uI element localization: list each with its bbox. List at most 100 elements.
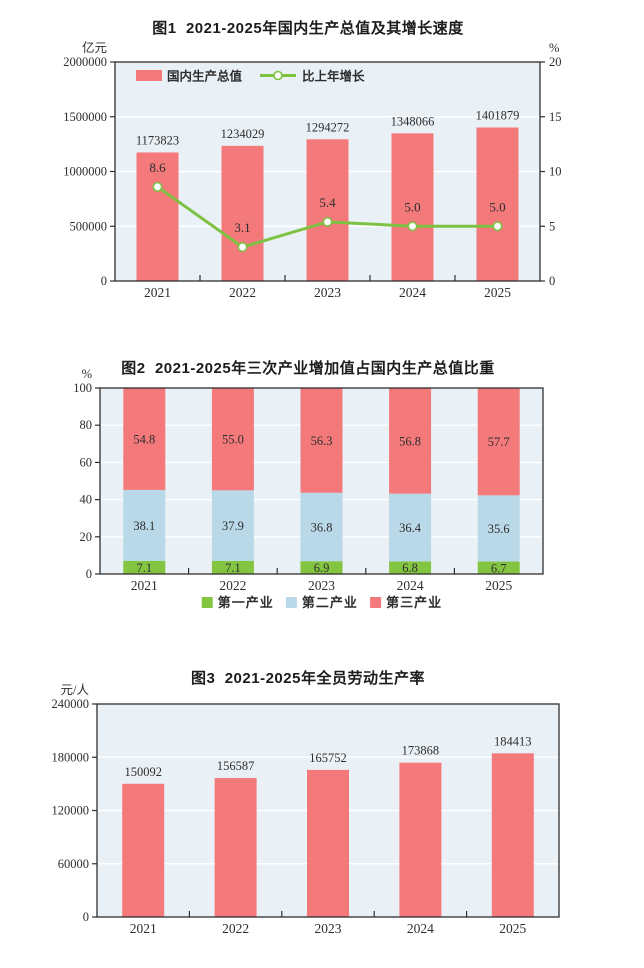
stack-segment	[211, 388, 254, 491]
stack-segment	[211, 560, 254, 574]
stack-segment	[211, 490, 254, 561]
stack-segment	[477, 561, 520, 574]
legend-label-2: 第二产业	[302, 595, 358, 610]
bar	[399, 762, 442, 917]
line-value-label: 8.6	[149, 160, 166, 175]
segment-value-label: 6.9	[314, 561, 330, 575]
left-axis-unit: 元/人	[61, 683, 90, 697]
category-label: 2022	[219, 578, 246, 593]
category-label: 2024	[407, 921, 434, 936]
y-tick-label: 60000	[58, 857, 89, 871]
legend-marker-sample	[273, 70, 283, 81]
y-tick-label: 0	[83, 910, 89, 924]
category-label: 2025	[499, 921, 526, 936]
legend-label-growth: 比上年增长	[302, 69, 365, 84]
segment-value-label: 55.0	[222, 433, 244, 447]
stack-segment	[300, 561, 343, 574]
segment-value-label: 54.8	[133, 432, 155, 446]
segment-value-label: 35.6	[488, 522, 510, 536]
bar-value-label: 184413	[494, 734, 532, 748]
y-tick-label: 500000	[70, 219, 108, 233]
right-axis-unit: %	[549, 41, 559, 55]
bar-value-label: 1401879	[476, 108, 520, 122]
y-tick-label: 60	[80, 455, 93, 469]
legend-swatch-1	[201, 597, 213, 608]
category-label: 2023	[314, 285, 341, 300]
y2-tick-label: 0	[549, 274, 555, 288]
category-label: 2024	[397, 578, 424, 593]
y2-tick-label: 20	[549, 55, 562, 69]
category-label: 2022	[229, 285, 256, 300]
category-label: 2021	[131, 578, 158, 593]
category-label: 2021	[144, 285, 171, 300]
segment-value-label: 36.8	[311, 520, 333, 534]
line-value-label: 3.1	[234, 220, 250, 235]
figure-2: 7.1 38.1 54.8 7.1 37.9 55.0 6.9 36.8 56.3 6.8 36.4…	[73, 367, 544, 610]
bar-value-label: 156587	[217, 759, 255, 773]
bar	[122, 783, 165, 917]
category-label: 2023	[315, 921, 342, 936]
segment-value-label: 57.7	[488, 435, 510, 449]
bar-value-label: 165752	[309, 751, 347, 765]
legend-bar-swatch	[136, 70, 162, 81]
stack-segment	[389, 493, 432, 562]
bar-value-label: 1348066	[391, 114, 435, 128]
trend-marker	[407, 221, 418, 232]
stack-segment	[123, 489, 166, 561]
trend-marker	[322, 216, 333, 227]
category-label: 2024	[399, 285, 426, 300]
stack-segment	[300, 388, 343, 493]
legend-label-1: 第一产业	[218, 595, 274, 610]
plot-border	[99, 387, 544, 575]
y-tick-label: 1500000	[63, 110, 107, 124]
stack-segment	[389, 561, 432, 574]
y2-tick-label: 5	[549, 219, 555, 233]
category-label: 2021	[130, 921, 157, 936]
figure3-title: 图3 2021-2025年全员劳动生产率	[191, 670, 425, 687]
y-tick-label: 180000	[52, 750, 90, 764]
trend-marker	[237, 242, 248, 253]
category-label: 2025	[485, 578, 512, 593]
figure1-title: 图1 2021-2025年国内生产总值及其增长速度	[152, 20, 464, 37]
bar-value-label: 1294272	[306, 120, 350, 134]
y-tick-label: 240000	[52, 697, 90, 711]
y-tick-label: 0	[86, 567, 92, 581]
line-value-label: 5.0	[404, 199, 420, 214]
y-tick-label: 40	[80, 493, 93, 507]
segment-value-label: 6.8	[402, 561, 418, 575]
segment-value-label: 56.3	[311, 434, 333, 448]
left-axis-unit: 亿元	[82, 40, 107, 55]
y2-tick-label: 15	[549, 110, 562, 124]
stack-segment	[123, 388, 166, 490]
category-label: 2022	[222, 921, 249, 936]
stack-segment	[123, 560, 166, 574]
line-value-label: 5.4	[319, 195, 336, 210]
segment-value-label: 56.8	[399, 434, 421, 448]
trend-marker	[492, 221, 503, 232]
y-tick-label: 2000000	[63, 55, 107, 69]
bar	[307, 769, 349, 917]
stack-segment	[389, 388, 432, 494]
bar	[491, 753, 534, 917]
stack-segment	[300, 492, 343, 562]
bar	[221, 145, 264, 281]
stack-segment	[477, 495, 520, 562]
bar-value-label: 1173823	[136, 133, 179, 147]
y-tick-label: 120000	[52, 804, 90, 818]
bar	[306, 139, 349, 281]
y2-tick-label: 10	[549, 165, 562, 179]
segment-value-label: 7.1	[225, 561, 241, 575]
bar	[214, 778, 257, 917]
legend-swatch-2	[285, 597, 297, 608]
figure-3: 150092 156587 165752 173868 184413 0 60000 1200…	[52, 683, 560, 936]
legend-swatch-3	[370, 597, 382, 608]
bar	[136, 152, 179, 281]
y-tick-label: 1000000	[63, 165, 107, 179]
legend-label-gdp: 国内生产总值	[167, 69, 243, 84]
segment-value-label: 6.7	[491, 561, 507, 575]
y-tick-label: 0	[101, 274, 107, 288]
bar-value-label: 150092	[124, 765, 162, 779]
bar	[476, 127, 519, 281]
